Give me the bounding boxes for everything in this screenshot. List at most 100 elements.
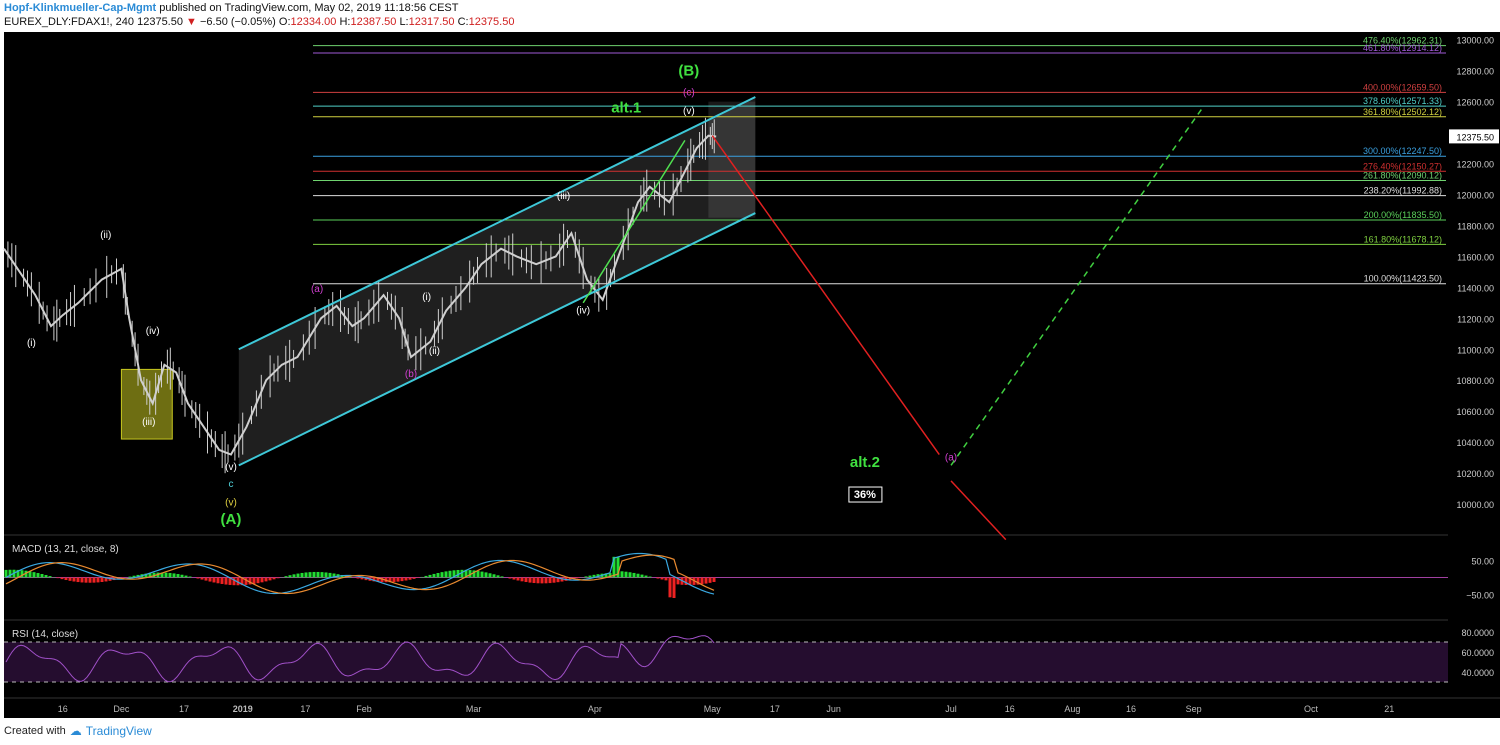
macd-histogram-bar (696, 577, 700, 585)
macd-histogram-bar (100, 577, 104, 582)
macd-histogram-bar (360, 577, 364, 580)
price-axis[interactable] (1448, 32, 1500, 718)
macd-histogram-bar (108, 577, 112, 581)
macd-histogram-bar (472, 570, 476, 578)
macd-histogram-bar (164, 572, 168, 578)
macd-histogram-bar (284, 576, 288, 578)
y-tick-label: 11400.00 (1457, 283, 1494, 293)
probability-label: 36% (854, 489, 876, 501)
macd-histogram-bar (560, 577, 564, 582)
macd-histogram-bar (388, 577, 392, 583)
macd-histogram-bar (268, 577, 272, 581)
macd-histogram-bar (412, 577, 416, 579)
macd-histogram-bar (508, 577, 512, 579)
macd-histogram-bar (588, 575, 592, 578)
fib-level-label: 276.40%(12150.27) (1363, 161, 1442, 171)
macd-histogram-bar (316, 571, 320, 578)
macd-histogram-bar (132, 575, 136, 578)
fib-level-label: 476.40%(12962.31) (1363, 36, 1442, 46)
x-tick-label: 17 (770, 704, 780, 714)
macd-histogram-bar (468, 570, 472, 578)
macd-signal-line (5, 554, 715, 595)
macd-histogram-bar (372, 577, 376, 582)
macd-histogram-bar (392, 577, 396, 582)
macd-line (5, 552, 715, 595)
macd-histogram-bar (8, 569, 12, 578)
probability-box (848, 486, 883, 503)
wave-label: (iv) (146, 326, 160, 337)
fib-level-label: 100.00%(11423.50) (1364, 274, 1442, 284)
x-tick-label: Sep (1186, 704, 1202, 714)
macd-histogram-bar (660, 577, 664, 580)
macd-histogram-bar (432, 573, 436, 578)
author-link[interactable]: Hopf-Klinkmueller-Cap-Mgmt (4, 2, 157, 14)
macd-histogram-bar (616, 556, 620, 578)
macd-histogram-bar (644, 575, 648, 578)
macd-histogram-bar (364, 577, 368, 581)
x-tick-label: 16 (58, 704, 68, 714)
macd-histogram-bar (240, 577, 244, 586)
wave-label: (i) (27, 338, 36, 349)
macd-histogram-bar (656, 577, 660, 579)
macd-histogram-bar (552, 577, 556, 583)
macd-histogram-bar (444, 571, 448, 578)
macd-histogram-bar (440, 572, 444, 578)
macd-histogram-bar (476, 570, 480, 578)
macd-histogram-bar (576, 577, 580, 579)
macd-histogram-bar (676, 577, 680, 585)
macd-histogram-bar (180, 574, 184, 578)
macd-histogram-bar (96, 577, 100, 583)
macd-histogram-bar (532, 577, 536, 584)
macd-histogram-bar (288, 575, 292, 578)
projection-up-line (950, 108, 1203, 466)
macd-histogram-bar (556, 577, 560, 583)
macd-histogram-bar (332, 573, 336, 578)
macd-title: MACD (13, 21, close, 8) (12, 544, 119, 555)
macd-histogram-bar (648, 576, 652, 578)
rsi-band (4, 642, 1448, 682)
macd-histogram-bar (592, 574, 596, 578)
projection-down-line (950, 480, 1007, 541)
macd-histogram-bar (196, 577, 200, 579)
symbol-name: EUREX_DLY:FDAX1!, 240 (4, 16, 135, 28)
wave-label: (i) (422, 292, 431, 303)
ohlc-high-value: 12387.50 (350, 16, 397, 28)
macd-histogram-bar (236, 577, 240, 586)
ohlc-open-value: 12334.00 (290, 16, 337, 28)
fib-level-label: 400.00%(12659.50) (1363, 82, 1442, 92)
wave-label: (b) (405, 369, 417, 380)
chart-area[interactable] (4, 32, 1448, 718)
macd-histogram-bar (704, 577, 708, 584)
x-tick-label: 16 (1005, 704, 1015, 714)
macd-histogram-bar (420, 576, 424, 578)
footer: Created with ☁ TradingView (4, 724, 152, 738)
created-with-text: Created with (4, 725, 66, 737)
ohlc-low-label: L: (399, 16, 409, 28)
ohlc-low-value: 12317.50 (408, 16, 455, 28)
macd-histogram-bar (24, 570, 28, 578)
ohlc-close-label: C: (457, 16, 469, 28)
macd-histogram-bar (200, 577, 204, 580)
macd-histogram-bar (636, 573, 640, 578)
macd-histogram-bar (300, 572, 304, 578)
macd-histogram-bar (448, 570, 452, 578)
x-tick-label: Jun (826, 704, 841, 714)
fib-level-label: 361.80%(12502.12) (1363, 107, 1442, 117)
fib-level-label: 161.80%(11678.12) (1364, 234, 1442, 244)
rsi-tick-label: 60.0000 (1461, 648, 1494, 658)
macd-histogram-bar (628, 572, 632, 578)
rsi-title: RSI (14, close) (12, 629, 78, 640)
macd-histogram-bar (292, 574, 296, 578)
fib-level-label: 378.60%(12571.33) (1363, 96, 1442, 106)
fib-level-label: 261.80%(12090.12) (1363, 171, 1442, 181)
wave-label: (B) (678, 62, 699, 79)
macd-histogram-bar (72, 577, 76, 582)
macd-histogram-bar (596, 574, 600, 578)
y-tick-label: 12000.00 (1456, 191, 1494, 201)
tradingview-brand[interactable]: TradingView (85, 724, 152, 738)
wave-label: (ii) (100, 230, 111, 241)
y-tick-label: 12600.00 (1456, 98, 1494, 108)
macd-histogram-bar (624, 571, 628, 578)
macd-histogram-bar (308, 572, 312, 578)
